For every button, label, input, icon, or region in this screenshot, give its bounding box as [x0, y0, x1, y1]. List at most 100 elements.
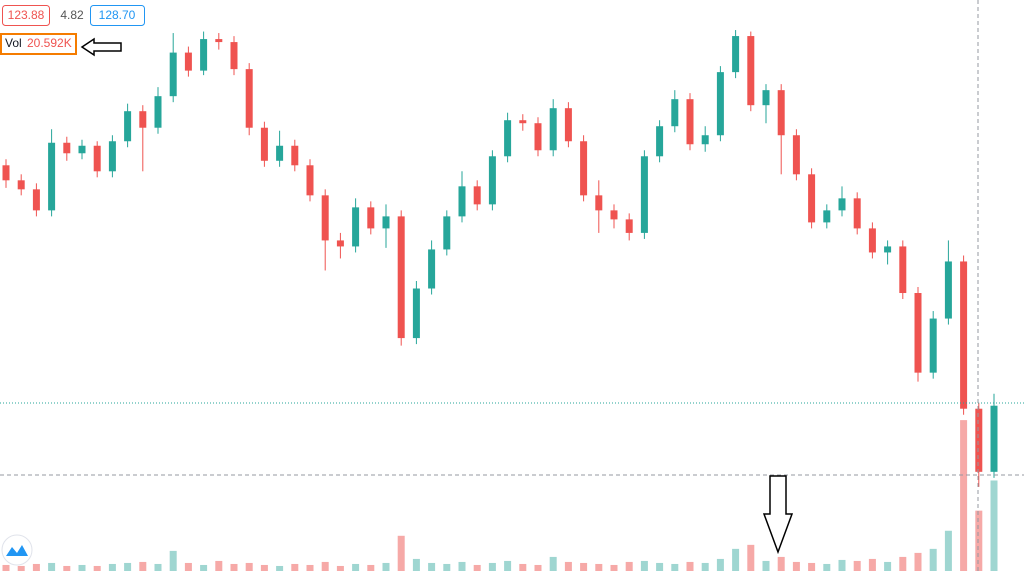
volume-bar: [656, 562, 664, 571]
candle-body: [306, 165, 314, 196]
candle-body: [169, 52, 177, 97]
volume-bar: [975, 510, 983, 571]
volume-bar: [200, 564, 208, 571]
volume-bar: [686, 561, 694, 571]
volume-bar: [732, 548, 740, 571]
volume-bar: [504, 560, 512, 571]
bid-box[interactable]: [2, 5, 50, 26]
volume-label: Vol: [5, 36, 22, 50]
candle-body: [899, 246, 907, 294]
volume-bar: [701, 562, 709, 571]
volume-bar: [899, 556, 907, 571]
volume-bar: [792, 561, 800, 571]
volume-bar: [519, 563, 527, 571]
spread: 4.82: [60, 8, 84, 22]
volume-bar: [762, 560, 770, 571]
volume-bar: [580, 562, 588, 571]
volume-bar: [443, 563, 451, 571]
candle-body: [732, 36, 740, 73]
volume-bar: [17, 565, 25, 571]
candle-body: [656, 126, 664, 157]
candle-body: [686, 99, 694, 145]
volume-bar: [428, 562, 436, 571]
bid-price: 123.88: [8, 8, 45, 22]
candle-body: [428, 249, 436, 289]
volume-bar: [260, 564, 268, 571]
volume-layer: [2, 420, 998, 571]
ask-box[interactable]: [90, 5, 145, 26]
volume-bar: [367, 564, 375, 571]
volume-legend-box: [0, 33, 77, 55]
candle-body: [595, 195, 603, 211]
candle-body: [260, 127, 268, 161]
volume-bar: [78, 564, 86, 571]
candle-body: [336, 240, 344, 247]
candle-body: [291, 145, 299, 166]
candle-body: [716, 72, 724, 136]
candle-body: [352, 207, 360, 247]
candle-body: [504, 120, 512, 157]
candle-body: [488, 156, 496, 205]
candle-body: [519, 120, 527, 124]
candle-body: [473, 186, 481, 205]
candle-body: [549, 108, 557, 151]
candle-body: [868, 228, 876, 253]
candle-body: [108, 141, 116, 172]
volume-bar: [245, 562, 253, 571]
volume-bar: [944, 530, 952, 571]
candle-body: [367, 207, 375, 229]
volume-bar: [990, 480, 998, 571]
volume-bar: [321, 561, 329, 571]
candle-body: [975, 408, 983, 472]
annotation-arrow-left: [80, 37, 122, 57]
volume-bar: [382, 562, 390, 571]
candle-body: [534, 123, 542, 151]
volume-bar: [534, 564, 542, 571]
candle-body: [184, 52, 192, 71]
volume-bar: [929, 548, 937, 571]
volume-bar: [32, 563, 40, 571]
volume-bar: [823, 563, 831, 571]
candle-body: [2, 165, 10, 181]
candle-body: [17, 180, 25, 190]
volume-bar: [747, 544, 755, 571]
volume-bar: [808, 562, 816, 571]
volume-bar: [625, 561, 633, 571]
volume-bar: [838, 559, 846, 571]
candle-body: [944, 261, 952, 319]
candle-body: [884, 246, 892, 253]
volume-bar: [914, 552, 922, 571]
volume-bar: [306, 564, 314, 571]
candle-body: [321, 195, 329, 241]
candle-body: [853, 198, 861, 229]
candle-body: [124, 111, 132, 142]
candle-body: [762, 90, 770, 106]
candle-body: [823, 210, 831, 223]
volume-bar: [610, 564, 618, 571]
volume-bar: [169, 550, 177, 571]
candle-body: [139, 111, 147, 128]
volume-bar: [352, 563, 360, 571]
candle-body: [671, 99, 679, 127]
candle-body: [382, 216, 390, 229]
volume-bar: [230, 563, 238, 571]
candle-body: [960, 261, 968, 409]
volume-bar: [215, 560, 223, 571]
logo[interactable]: [1, 534, 33, 566]
candle-body: [397, 216, 405, 339]
volume-bar: [276, 565, 284, 571]
candle-body: [792, 135, 800, 175]
candle-body: [701, 135, 709, 145]
volume-bar: [184, 562, 192, 571]
volume-bar: [154, 563, 162, 571]
candle-body: [564, 108, 572, 142]
volume-bar: [853, 560, 861, 571]
candle-body: [443, 216, 451, 250]
volume-bar: [336, 565, 344, 571]
volume-bar: [291, 563, 299, 571]
volume-bar: [488, 562, 496, 571]
volume-bar: [960, 420, 968, 571]
volume-bar: [884, 561, 892, 571]
candle-body: [215, 39, 223, 43]
